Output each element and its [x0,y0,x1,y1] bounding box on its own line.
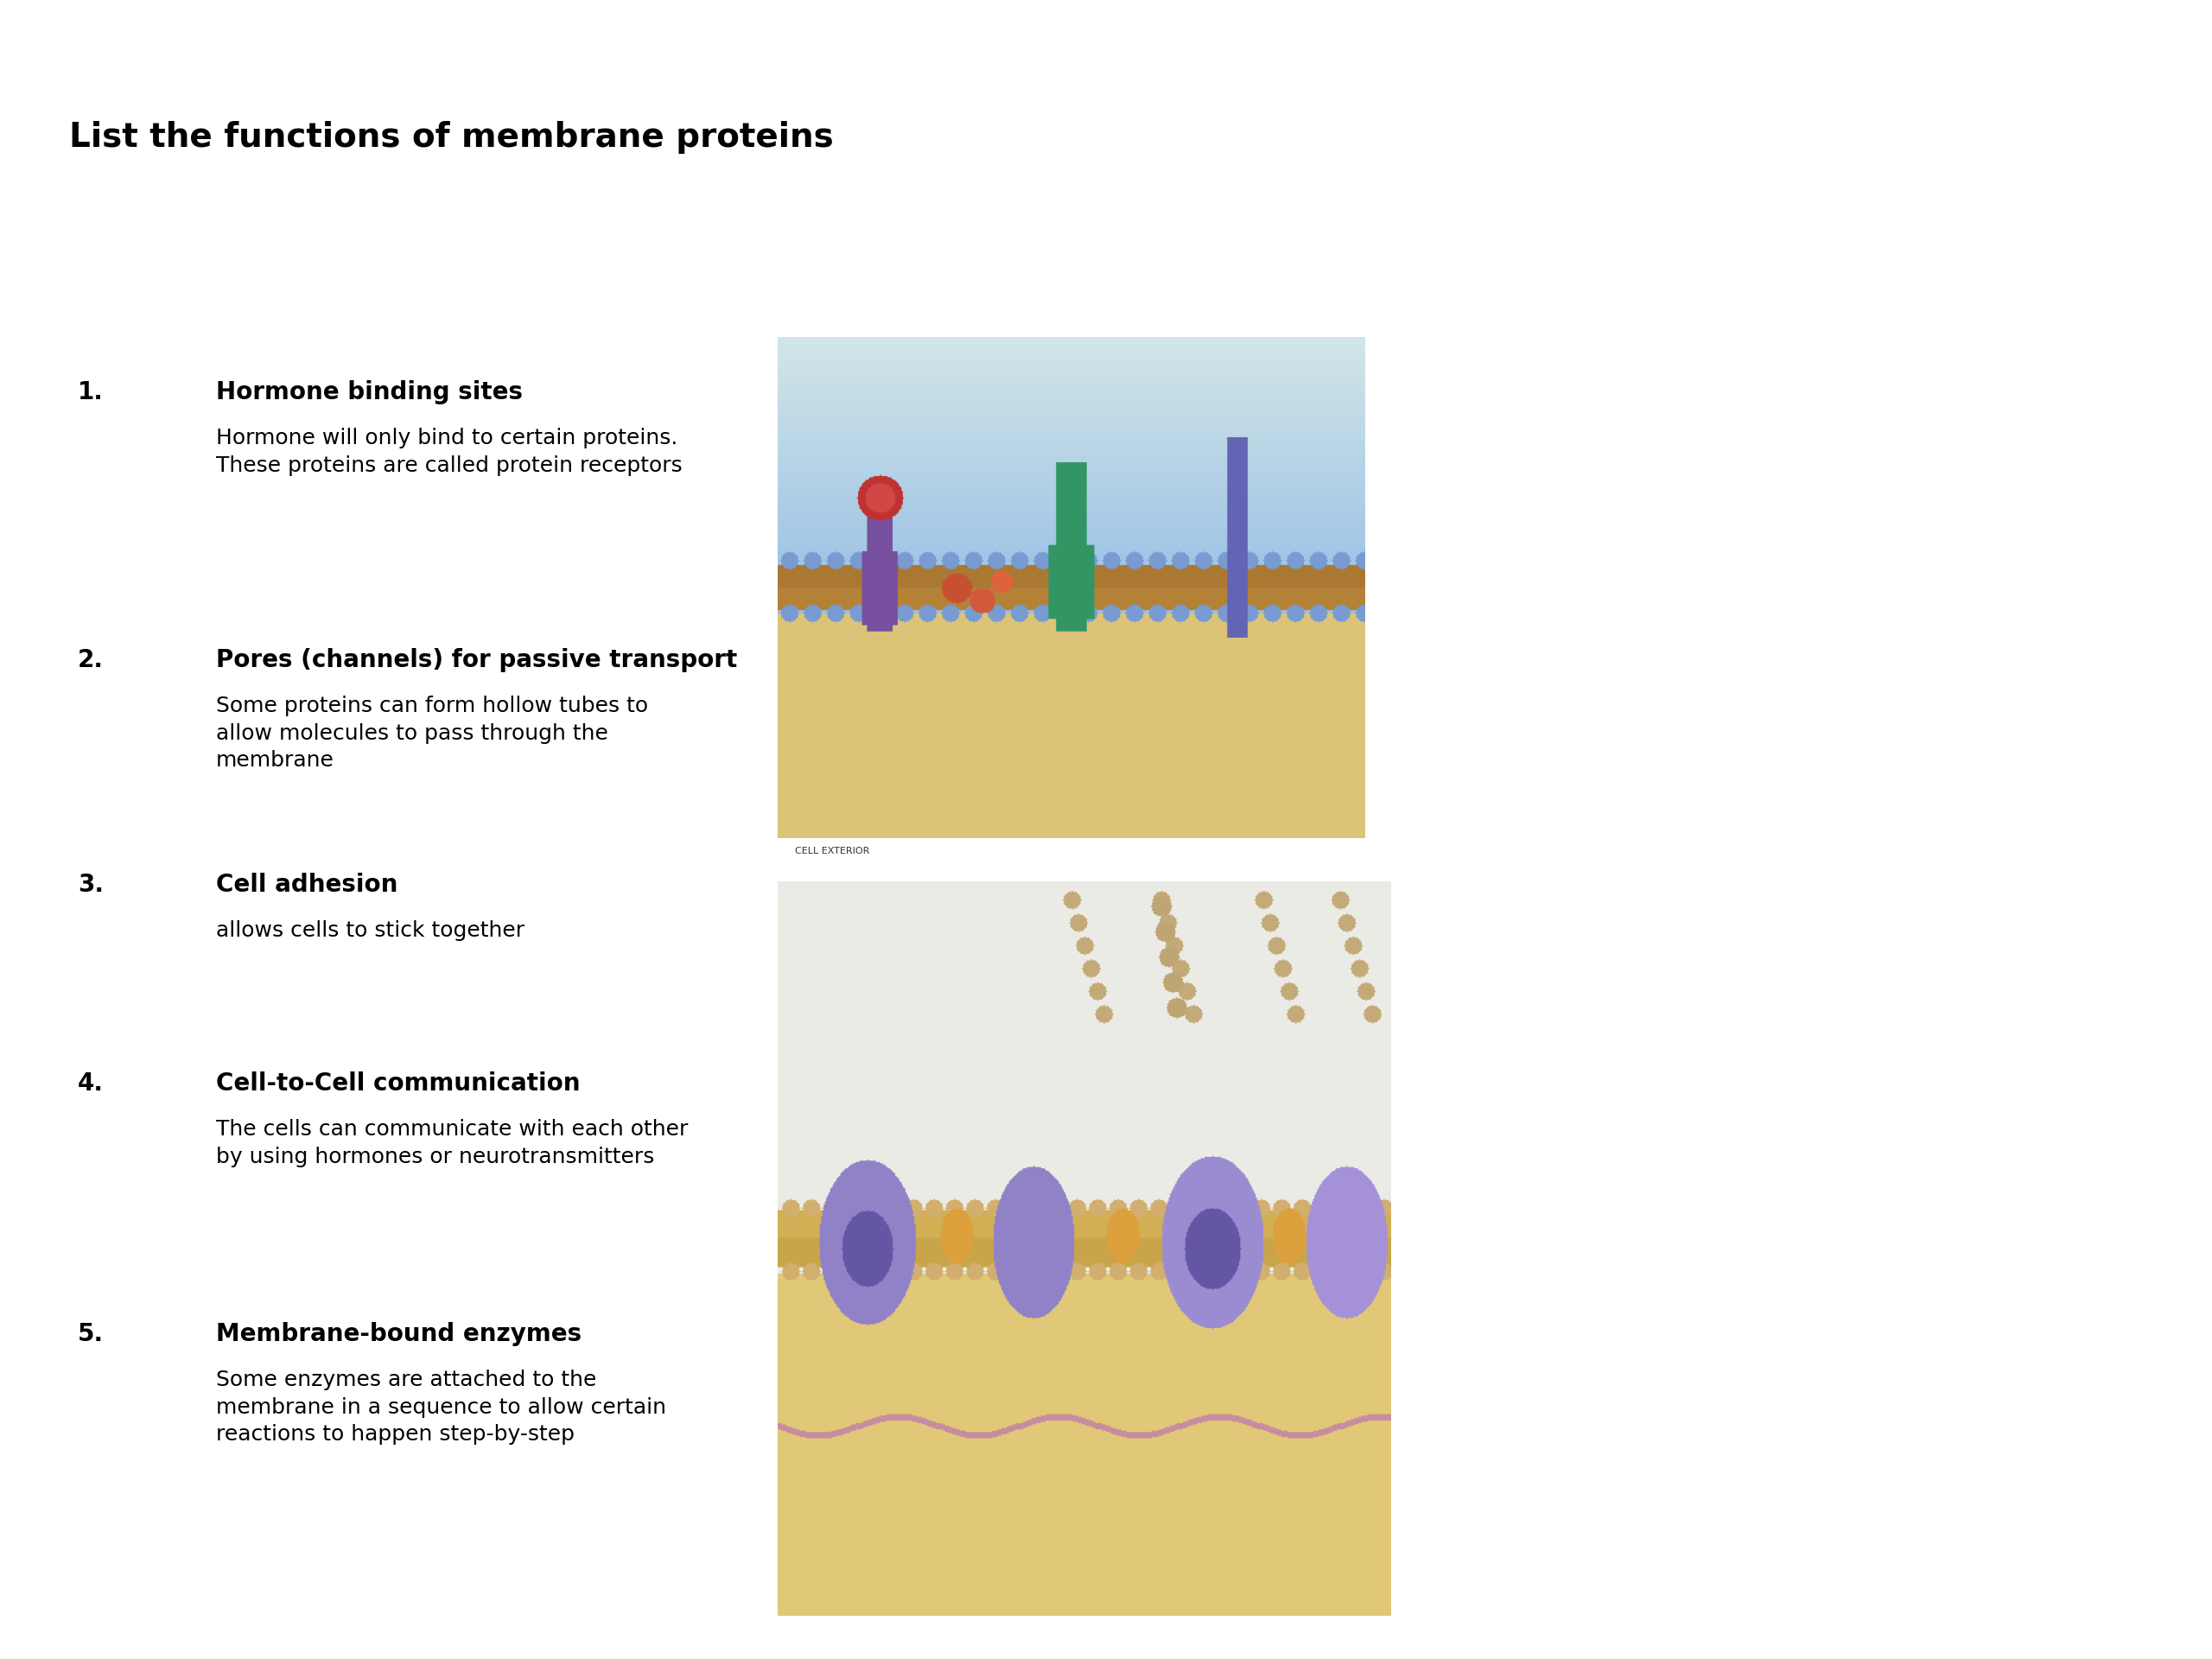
Text: Some proteins can form hollow tubes to
allow molecules to pass through the
membr: Some proteins can form hollow tubes to a… [217,695,648,771]
Text: 1.: 1. [77,380,104,405]
Text: Some enzymes are attached to the
membrane in a sequence to allow certain
reactio: Some enzymes are attached to the membran… [217,1370,666,1445]
Text: Hormone will only bind to certain proteins.
These proteins are called protein re: Hormone will only bind to certain protei… [217,428,681,476]
Text: Peripheral
protein: Peripheral protein [947,1374,989,1392]
Text: Alpha-helix protein: Alpha-helix protein [1175,1546,1245,1554]
Text: 2.: 2. [77,649,104,672]
Text: Cholesterol: Cholesterol [1057,1400,1104,1408]
Text: Membrane-bound enzymes: Membrane-bound enzymes [217,1322,582,1345]
Text: allows cells to stick together: allows cells to stick together [217,921,524,941]
Text: List the functions of membrane proteins: List the functions of membrane proteins [69,121,834,154]
Text: Glycoprotein: Glycoprotein [993,907,1046,916]
Text: CELL EXTERIOR: CELL EXTERIOR [794,846,869,856]
Text: 5.: 5. [77,1322,104,1345]
Text: Hydrophobic
segment of
alpha-helix protein: Hydrophobic segment of alpha-helix prote… [1071,1546,1141,1573]
Text: Carbohydrates: Carbohydrates [1307,889,1371,899]
Text: Hormone binding sites: Hormone binding sites [217,380,522,405]
Text: Pores (channels) for passive transport: Pores (channels) for passive transport [217,649,737,672]
Text: CELL INTERIOR: CELL INTERIOR [794,1573,867,1581]
Text: 4.: 4. [77,1072,104,1095]
Text: The cells can communicate with each other
by using hormones or neurotransmitters: The cells can communicate with each othe… [217,1118,688,1166]
Text: Filaments
of cytoskeleton: Filaments of cytoskeleton [849,1486,914,1505]
Text: 3.: 3. [77,873,104,898]
Text: Hydrophilic
region: Hydrophilic region [1345,1511,1387,1530]
Text: Globular
proteins: Globular proteins [838,924,874,944]
Text: Integral
protein: Integral protein [916,889,949,909]
Text: Cell-to-Cell communication: Cell-to-Cell communication [217,1072,580,1095]
Text: Cell adhesion: Cell adhesion [217,873,398,898]
